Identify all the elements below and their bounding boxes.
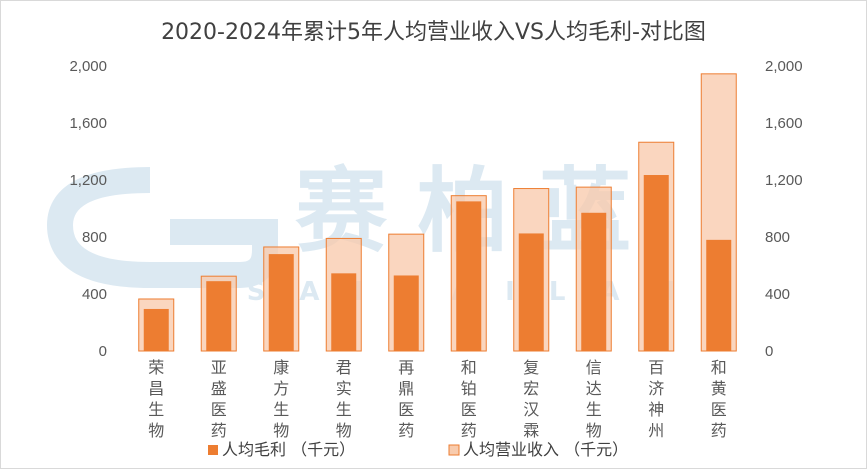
- x-category-label: 复宏汉霖: [523, 358, 539, 440]
- y-axis-right: 0 400 800 1,200 1,600 2,000: [765, 58, 803, 360]
- watermark-logo: [46, 167, 278, 288]
- watermark: 赛柏蓝SAIBAILAN: [46, 158, 675, 307]
- x-category-label: 亚盛医药: [211, 358, 227, 440]
- y-tick-label-left: 0: [99, 343, 107, 360]
- y-tick-label-right: 2,000: [765, 58, 803, 75]
- x-category-label: 信达生物: [586, 358, 602, 440]
- y-tick-label-right: 1,600: [765, 115, 803, 132]
- x-category-label: 再鼎医药: [398, 358, 414, 440]
- y-tick-label-left: 1,600: [69, 115, 107, 132]
- y-tick-label-right: 800: [765, 229, 790, 246]
- x-category-label: 百济神州: [648, 358, 664, 440]
- y-tick-label-left: 1,200: [69, 172, 107, 189]
- y-tick-label-left: 2,000: [69, 58, 107, 75]
- legend-swatch-gross-profit: [208, 445, 218, 455]
- bar-gross-profit: [143, 308, 169, 351]
- y-axis-left: 0 400 800 1,200 1,600 2,000: [69, 58, 107, 360]
- x-category-label: 君实生物: [336, 358, 352, 440]
- x-axis-categories: 荣昌生物 亚盛医药 康方生物 君实生物 再鼎医药 和铂医药 复宏汉霖 信达生物 百济神州 和黄医药: [148, 358, 727, 440]
- x-category-label: 和黄医药: [711, 358, 727, 440]
- bar-gross-profit: [393, 275, 419, 351]
- bar-gross-profit: [706, 239, 732, 351]
- bar-gross-profit: [331, 273, 357, 351]
- bar-gross-profit: [268, 254, 294, 351]
- bar-gross-profit: [518, 233, 544, 351]
- x-category-label: 和铂医药: [461, 358, 477, 440]
- bar-gross-profit: [206, 281, 232, 351]
- legend-label-revenue: 人均营业收入 （千元）: [463, 440, 628, 459]
- chart-title: 2020-2024年累计5年人均营业收入VS人均毛利-对比图: [161, 20, 706, 45]
- x-category-label: 康方生物: [273, 358, 289, 440]
- legend: 人均毛利 （千元） 人均营业收入 （千元）: [208, 440, 628, 459]
- legend-swatch-revenue: [448, 444, 460, 456]
- bars: [138, 73, 737, 352]
- bar-gross-profit: [581, 212, 607, 351]
- y-tick-label-left: 800: [82, 229, 107, 246]
- bar-gross-profit: [456, 201, 482, 351]
- y-tick-label-left: 400: [82, 286, 107, 303]
- y-tick-label-right: 1,200: [765, 172, 803, 189]
- x-category-label: 荣昌生物: [148, 358, 164, 440]
- y-tick-label-right: 0: [765, 343, 773, 360]
- bar-gross-profit: [643, 175, 669, 351]
- legend-label-gross-profit: 人均毛利 （千元）: [222, 440, 355, 459]
- y-tick-label-right: 400: [765, 286, 790, 303]
